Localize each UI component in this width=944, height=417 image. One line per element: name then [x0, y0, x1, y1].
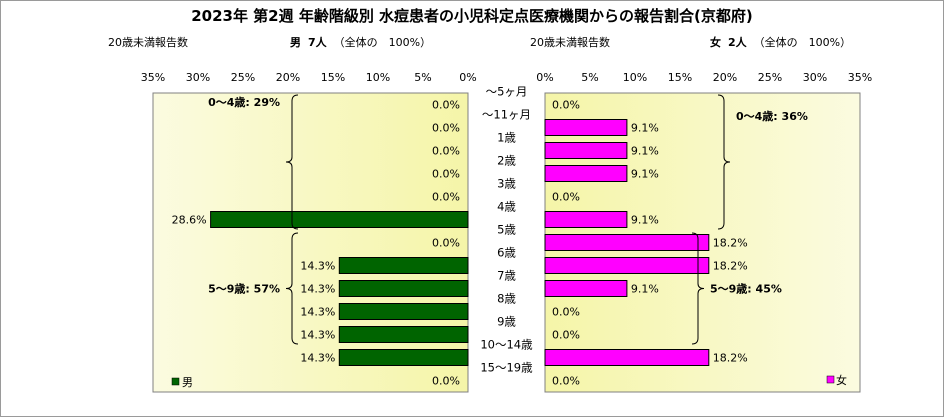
- male-data-label: 0.0%: [432, 237, 460, 250]
- female-x-tick-label: 0%: [536, 71, 553, 84]
- female-bar: [544, 234, 710, 251]
- age-category-label: 15～19歳: [480, 361, 533, 375]
- female-age-group-label: 5～9歳: 45%: [710, 282, 782, 296]
- age-category-label: ～5ヶ月: [486, 85, 528, 99]
- male-x-tick-label: 30%: [186, 71, 210, 84]
- female-count-header: 女 2人 （全体の 100%）: [710, 34, 851, 50]
- age-category-label: 3歳: [497, 177, 516, 191]
- female-bar: [544, 280, 628, 297]
- male-data-label: 0.0%: [432, 122, 460, 135]
- female-data-label: 18.2%: [713, 260, 748, 273]
- male-x-tick-label: 5%: [414, 71, 431, 84]
- female-age-group-label: 0～4歳: 36%: [736, 109, 808, 123]
- female-bar: [544, 349, 710, 366]
- male-plot-area: [152, 92, 469, 393]
- male-count: 7人: [308, 36, 327, 49]
- female-bar: [544, 119, 628, 136]
- male-age-group-brace: [285, 94, 299, 230]
- female-data-label: 0.0%: [552, 375, 580, 388]
- male-data-label: 28.6%: [172, 214, 207, 227]
- chart-title: 2023年 第2週 年齢階級別 水痘患者の小児科定点医療機関からの報告割合(京都…: [191, 7, 753, 25]
- female-x-tick-label: 10%: [623, 71, 647, 84]
- female-legend-swatch: [826, 375, 835, 384]
- female-data-label: 18.2%: [713, 352, 748, 365]
- male-bar: [338, 349, 469, 366]
- male-x-tick-label: 35%: [141, 71, 165, 84]
- age-category-label: 4歳: [497, 200, 516, 214]
- age-category-label: 1歳: [497, 131, 516, 145]
- female-bar: [544, 257, 710, 274]
- female-data-label: 9.1%: [631, 283, 659, 296]
- male-data-label: 14.3%: [300, 329, 335, 342]
- male-sex-label: 男: [290, 36, 301, 49]
- female-x-tick-label: 30%: [803, 71, 827, 84]
- male-legend-label: 男: [182, 376, 193, 389]
- female-data-label: 0.0%: [552, 99, 580, 112]
- male-bar: [210, 211, 469, 228]
- female-data-label: 0.0%: [552, 306, 580, 319]
- male-under20-label: 20歳未満報告数: [108, 36, 188, 49]
- female-bar: [544, 165, 628, 182]
- male-age-group-label: 0～4歳: 29%: [208, 95, 280, 109]
- female-bar: [544, 142, 628, 159]
- male-count-header: 男 7人 （全体の 100%）: [290, 34, 431, 50]
- female-x-tick-label: 35%: [848, 71, 872, 84]
- male-bar: [338, 257, 469, 274]
- male-x-tick-label: 25%: [231, 71, 255, 84]
- female-data-label: 0.0%: [552, 191, 580, 204]
- male-data-label: 0.0%: [432, 145, 460, 158]
- age-category-label: 8歳: [497, 292, 516, 306]
- female-bar: [544, 211, 628, 228]
- female-under20-label: 20歳未満報告数: [530, 36, 610, 49]
- male-x-tick-label: 0%: [459, 71, 476, 84]
- age-category-label: 10～14歳: [480, 338, 533, 352]
- female-total-share: （全体の 100%）: [753, 36, 852, 49]
- male-total-share: （全体の 100%）: [333, 36, 432, 49]
- age-category-label: 5歳: [497, 223, 516, 237]
- female-x-tick-label: 5%: [581, 71, 598, 84]
- male-x-tick-label: 20%: [276, 71, 300, 84]
- female-data-label: 9.1%: [631, 168, 659, 181]
- male-data-label: 0.0%: [432, 168, 460, 181]
- male-legend-swatch: [171, 377, 180, 386]
- female-x-tick-label: 20%: [713, 71, 737, 84]
- male-x-tick-label: 15%: [321, 71, 345, 84]
- female-sex-label: 女: [710, 36, 721, 49]
- female-x-tick-label: 25%: [758, 71, 782, 84]
- female-data-label: 18.2%: [713, 237, 748, 250]
- age-category-label: 7歳: [497, 269, 516, 283]
- female-count: 2人: [728, 36, 747, 49]
- male-bar: [338, 326, 469, 343]
- male-bar: [338, 280, 469, 297]
- male-data-label: 14.3%: [300, 283, 335, 296]
- male-data-label: 0.0%: [432, 99, 460, 112]
- male-age-group-label: 5～9歳: 57%: [208, 282, 280, 296]
- age-category-label: 2歳: [497, 154, 516, 168]
- age-category-label: 6歳: [497, 246, 516, 260]
- male-bar: [338, 303, 469, 320]
- female-legend-label: 女: [836, 373, 847, 387]
- male-data-label: 14.3%: [300, 306, 335, 319]
- female-data-label: 9.1%: [631, 122, 659, 135]
- female-age-group-brace: [691, 232, 705, 345]
- male-data-label: 14.3%: [300, 260, 335, 273]
- female-data-label: 9.1%: [631, 145, 659, 158]
- male-x-tick-label: 10%: [366, 71, 390, 84]
- age-category-label: 9歳: [497, 315, 516, 329]
- male-data-label: 14.3%: [300, 352, 335, 365]
- female-x-tick-label: 15%: [668, 71, 692, 84]
- female-age-group-brace: [717, 94, 731, 230]
- male-data-label: 0.0%: [432, 375, 460, 388]
- female-data-label: 0.0%: [552, 329, 580, 342]
- female-data-label: 9.1%: [631, 214, 659, 227]
- age-category-label: ～11ヶ月: [482, 108, 531, 122]
- male-age-group-brace: [285, 232, 299, 345]
- male-data-label: 0.0%: [432, 191, 460, 204]
